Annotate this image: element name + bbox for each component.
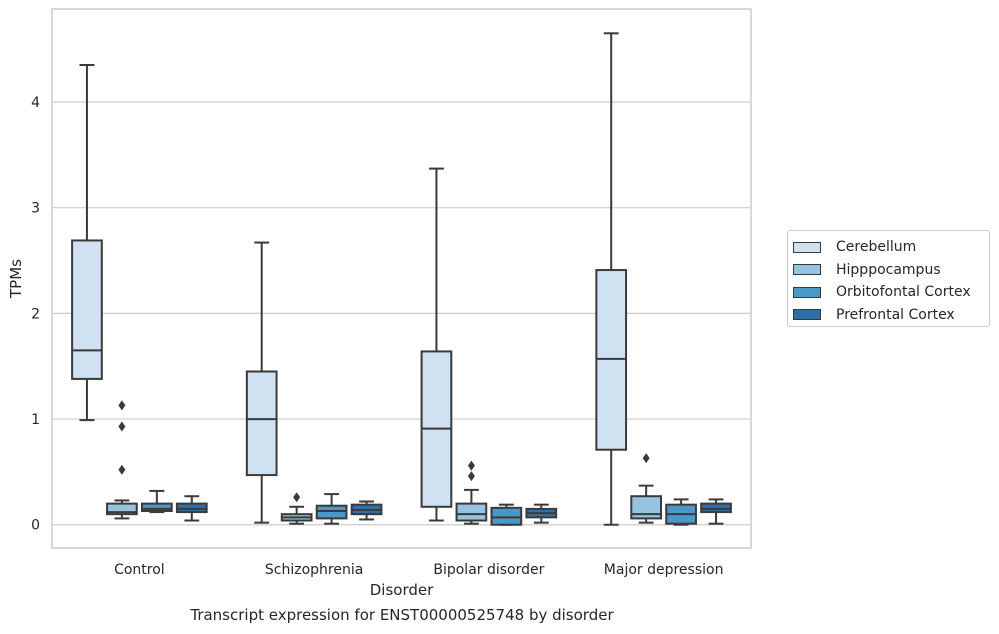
x-tick-label: Schizophrenia xyxy=(265,562,363,578)
box-orbitofontal-cortex-0 xyxy=(140,489,173,514)
iqr-box xyxy=(140,502,173,513)
box-cerebellum-2 xyxy=(420,167,453,522)
iqr-box xyxy=(595,269,628,451)
box-prefrontal-cortex-1 xyxy=(350,500,383,521)
legend-swatch xyxy=(793,309,821,321)
outlier-point xyxy=(293,492,301,503)
legend-swatch xyxy=(793,264,821,276)
legend-item-prefrontal-cortex: Prefrontal Cortex xyxy=(793,304,989,327)
box-cerebellum-0 xyxy=(71,64,103,422)
outlier-point xyxy=(642,453,650,464)
x-tick-label: Major depression xyxy=(604,562,724,578)
box-cerebellum-1 xyxy=(245,241,278,524)
outlier-point xyxy=(118,464,126,475)
box-hipppocampus-1 xyxy=(280,492,313,525)
box-prefrontal-cortex-2 xyxy=(525,503,558,524)
x-tick-label: Control xyxy=(114,562,165,578)
legend-label: Orbitofontal Cortex xyxy=(836,284,971,301)
legend-label: Hipppocampus xyxy=(836,261,941,278)
x-axis-label: Disorder xyxy=(370,581,434,599)
outlier-point xyxy=(118,421,126,432)
iqr-box xyxy=(630,495,663,520)
box-prefrontal-cortex-0 xyxy=(175,495,208,522)
x-tick-label: Bipolar disorder xyxy=(433,562,544,578)
box-orbitofontal-cortex-1 xyxy=(315,493,348,525)
legend-label: Prefrontal Cortex xyxy=(836,306,955,323)
iqr-box xyxy=(71,239,103,380)
legend-item-cerebellum: Cerebellum xyxy=(793,236,989,259)
legend-swatch xyxy=(793,241,821,253)
y-tick-label: 1 xyxy=(31,412,40,428)
iqr-box xyxy=(245,370,278,477)
y-tick-label: 0 xyxy=(31,518,40,534)
iqr-box xyxy=(315,504,348,520)
outlier-point xyxy=(467,471,475,482)
box-hipppocampus-0 xyxy=(106,400,138,520)
iqr-box xyxy=(455,502,488,522)
box-prefrontal-cortex-3 xyxy=(700,498,732,525)
iqr-box xyxy=(106,502,138,516)
iqr-box xyxy=(700,502,732,514)
legend-item-orbitofrontal-cortex: Orbitofontal Cortex xyxy=(793,281,989,304)
y-axis-label: TPMs xyxy=(7,259,25,299)
iqr-box xyxy=(175,502,208,514)
legend-swatch xyxy=(793,286,821,298)
legend-item-hippocampus: Hipppocampus xyxy=(793,259,989,282)
box-hipppocampus-3 xyxy=(630,453,663,524)
plot-area-frame xyxy=(51,8,752,549)
box-orbitofontal-cortex-2 xyxy=(490,503,523,526)
legend: Cerebellum Hipppocampus Orbitofontal Cor… xyxy=(787,230,990,327)
box-cerebellum-3 xyxy=(595,32,628,526)
outlier-point xyxy=(118,400,126,411)
iqr-box xyxy=(490,506,523,526)
legend-label: Cerebellum xyxy=(836,239,917,256)
outlier-point xyxy=(467,460,475,471)
box-orbitofontal-cortex-3 xyxy=(665,498,697,526)
y-tick-label: 3 xyxy=(31,201,40,217)
chart-caption: Transcript expression for ENST0000052574… xyxy=(190,606,614,624)
y-tick-label: 2 xyxy=(31,306,40,322)
y-tick-label: 4 xyxy=(31,95,40,111)
box-hipppocampus-2 xyxy=(455,460,488,525)
